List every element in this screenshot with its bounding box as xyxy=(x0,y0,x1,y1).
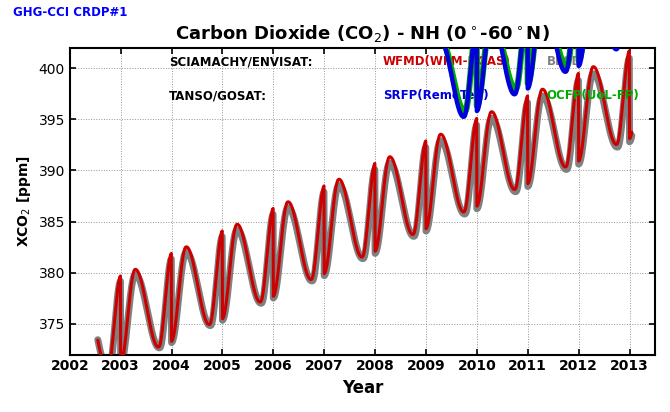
Text: GHG-CCI CRDP#1: GHG-CCI CRDP#1 xyxy=(13,6,128,19)
Text: BESD: BESD xyxy=(547,55,582,68)
Text: SCIAMACHY/ENVISAT:: SCIAMACHY/ENVISAT: xyxy=(170,55,313,68)
Y-axis label: XCO$_2$ [ppm]: XCO$_2$ [ppm] xyxy=(15,155,33,247)
Text: TANSO/GOSAT:: TANSO/GOSAT: xyxy=(170,89,267,102)
X-axis label: Year: Year xyxy=(342,379,383,397)
Text: OCFP(UoL-FP): OCFP(UoL-FP) xyxy=(547,89,639,102)
Text: SRFP(RemoTeC): SRFP(RemoTeC) xyxy=(383,89,488,102)
Title: Carbon Dioxide (CO$_2$) - NH (0$^\circ$-60$^\circ$N): Carbon Dioxide (CO$_2$) - NH (0$^\circ$-… xyxy=(175,23,550,44)
Text: WFMD(WFM-DOAS): WFMD(WFM-DOAS) xyxy=(383,55,511,68)
